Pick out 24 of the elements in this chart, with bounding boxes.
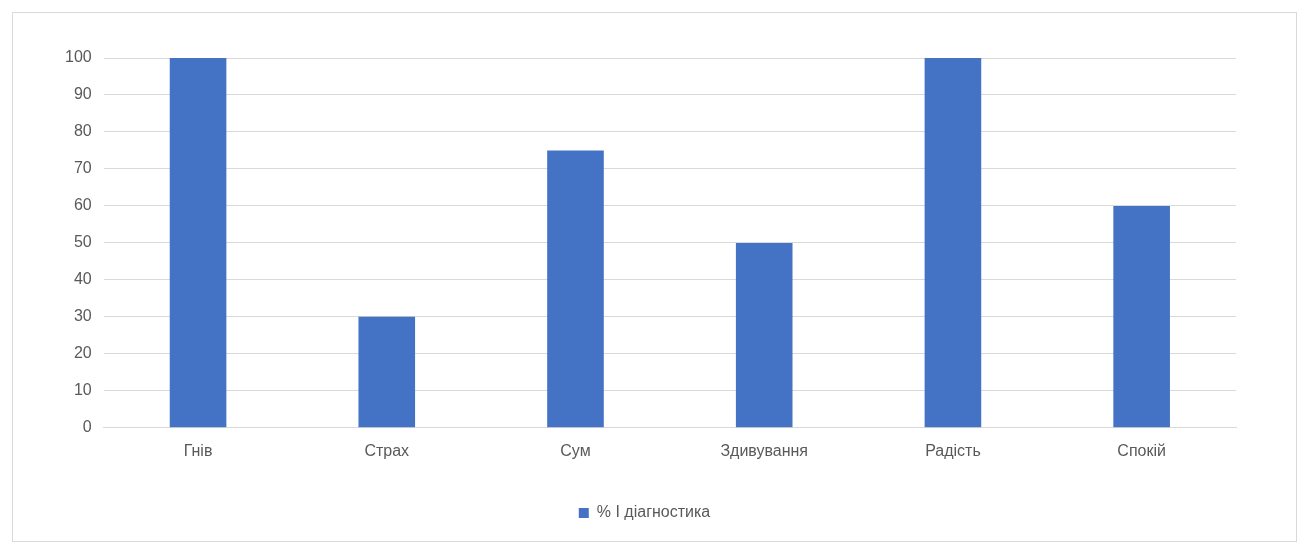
y-tick-label: 70 <box>73 159 92 177</box>
x-tick-label: Сум <box>560 441 591 459</box>
bar <box>547 150 604 428</box>
bar <box>1113 205 1170 428</box>
y-tick-label: 20 <box>73 344 92 362</box>
x-tick-label: Гнів <box>183 441 213 459</box>
bar <box>169 58 227 428</box>
bar <box>358 316 416 428</box>
y-tick-label: 100 <box>64 48 92 66</box>
y-tick-label: 0 <box>82 418 92 436</box>
x-tick-label: Радість <box>925 441 981 459</box>
y-tick-label: 10 <box>73 381 92 399</box>
y-tick-label: 80 <box>73 122 92 140</box>
legend-label: % I діагностика <box>596 503 711 521</box>
y-tick-label: 50 <box>73 233 92 251</box>
x-tick-label: Здивування <box>720 441 809 459</box>
y-tick-label: 40 <box>73 270 92 288</box>
bar <box>924 58 982 428</box>
bar <box>735 242 793 428</box>
x-tick-label: Спокій <box>1117 441 1166 459</box>
y-tick-label: 30 <box>73 307 92 325</box>
y-tick-label: 90 <box>73 85 92 103</box>
y-tick-label: 60 <box>73 196 92 214</box>
x-tick-label: Страх <box>364 441 410 459</box>
